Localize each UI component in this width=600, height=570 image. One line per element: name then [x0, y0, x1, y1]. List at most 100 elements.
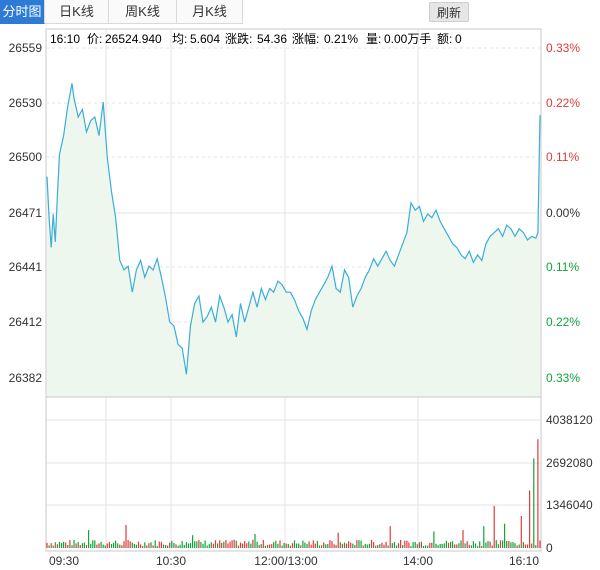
- volume-bar: [502, 540, 504, 548]
- time-tick-label: 16:10: [509, 554, 539, 568]
- volume-bar: [318, 545, 321, 548]
- volume-bar: [397, 543, 400, 548]
- volume-bar: [373, 542, 375, 548]
- volume-bar: [189, 543, 192, 548]
- tab-daily-k[interactable]: 日K线: [45, 0, 109, 24]
- volume-bar: [287, 544, 289, 548]
- volume-bar: [506, 541, 508, 548]
- volume-bar: [264, 545, 266, 548]
- volume-bar: [300, 545, 302, 548]
- volume-bar: [129, 541, 131, 548]
- volume-bar: [514, 543, 516, 548]
- volume-bar: [314, 543, 316, 548]
- volume-bar: [88, 530, 90, 548]
- volume-bar: [229, 541, 231, 548]
- info-avg: 5.604: [190, 32, 220, 46]
- info-volume: 0.00万手: [384, 32, 431, 46]
- volume-bar: [354, 545, 356, 548]
- volume-bar: [406, 540, 408, 548]
- chart-grid: [46, 30, 541, 551]
- volume-bar: [167, 545, 169, 548]
- price-tick-label: 26412: [9, 315, 43, 329]
- volume-bar: [391, 543, 393, 548]
- volume-bar: [113, 542, 115, 548]
- volume-bar: [275, 540, 277, 548]
- volume-bar: [77, 541, 79, 548]
- volume-bar: [425, 545, 427, 548]
- volume-bar: [466, 541, 468, 548]
- volume-tick-label: 0: [546, 541, 553, 555]
- volume-bar: [497, 544, 499, 548]
- volume-bar: [140, 544, 142, 548]
- volume-bar: [100, 541, 102, 548]
- volume-bar: [333, 544, 335, 548]
- volume-bar: [510, 542, 512, 548]
- volume-bar: [115, 540, 117, 548]
- volume-bar: [254, 533, 256, 548]
- volume-bar: [489, 541, 491, 548]
- refresh-button[interactable]: 刷新: [429, 2, 469, 22]
- volume-bar: [65, 542, 67, 548]
- volume-bar: [277, 543, 279, 548]
- volume-bar: [495, 540, 497, 548]
- tab-weekly-k[interactable]: 周K线: [109, 0, 177, 24]
- volume-bar: [289, 545, 291, 548]
- volume-bar: [400, 539, 402, 548]
- price-area: [47, 83, 540, 398]
- volume-bar: [481, 545, 483, 548]
- volume-bar: [248, 541, 250, 548]
- volume-bar: [291, 543, 294, 548]
- volume-bar: [214, 540, 217, 548]
- volume-bar: [175, 544, 177, 548]
- volume-bar: [75, 543, 77, 548]
- volume-bar: [221, 542, 223, 548]
- volume-bar: [146, 545, 148, 548]
- volume-bar: [231, 540, 233, 548]
- volume-bar: [142, 546, 144, 548]
- volume-bar: [491, 545, 493, 548]
- volume-bar: [310, 544, 312, 548]
- tab-monthly-k[interactable]: 月K线: [177, 0, 243, 24]
- volume-bar: [439, 544, 441, 548]
- info-time: 16:10: [50, 32, 80, 46]
- volume-bar: [208, 544, 210, 548]
- volume-bar: [148, 543, 150, 548]
- volume-bar: [54, 542, 56, 548]
- volume-bar: [433, 531, 435, 548]
- volume-bar: [239, 542, 242, 548]
- volume-bar: [244, 541, 246, 548]
- volume-bar: [177, 545, 179, 548]
- volume-bar: [445, 540, 447, 548]
- pct-tick-label: 0.22%: [546, 96, 580, 110]
- volume-bar: [96, 544, 98, 548]
- volume-bar: [83, 542, 85, 548]
- volume-bar: [225, 539, 227, 548]
- volume-bar: [217, 543, 219, 548]
- intraday-chart: 26559 26530 26500 26471 26441 26412 26382 0.33%…: [9, 28, 593, 568]
- volume-bar: [316, 540, 318, 548]
- volume-bar: [192, 535, 194, 548]
- volume-bar: [48, 545, 50, 548]
- volume-bar: [212, 543, 214, 548]
- volume-bar: [156, 545, 158, 548]
- volume-bar: [483, 526, 485, 548]
- volume-bar: [108, 541, 110, 548]
- volume-bar: [58, 541, 61, 548]
- volume-bar: [454, 544, 456, 548]
- volume-bar: [127, 540, 129, 548]
- volume-bar: [447, 542, 450, 548]
- volume-bar: [435, 543, 437, 548]
- volume-bar: [331, 541, 333, 548]
- volume-bar: [279, 540, 281, 548]
- volume-bar: [98, 543, 100, 548]
- volume-tick-label: 1346040: [546, 498, 593, 512]
- price-tick-label: 26530: [9, 96, 43, 110]
- tab-intraday[interactable]: 分时图: [0, 0, 45, 24]
- volume-bar: [63, 541, 65, 548]
- volume-bar: [329, 540, 331, 548]
- volume-bar: [237, 545, 239, 548]
- volume-bar: [246, 543, 248, 548]
- volume-bar: [302, 540, 304, 548]
- volume-bar: [160, 541, 162, 548]
- time-tick-label: 14:00: [403, 554, 433, 568]
